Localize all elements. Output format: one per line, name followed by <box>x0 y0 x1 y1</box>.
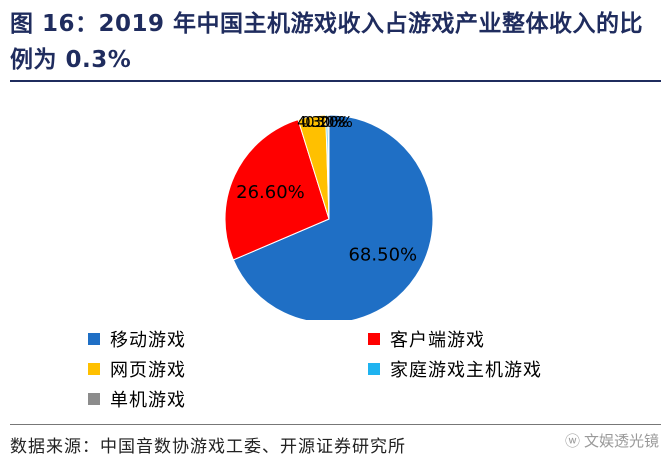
pie-data-label-0: 68.50% <box>348 245 417 266</box>
legend-label: 家庭游戏主机游戏 <box>390 360 542 381</box>
pie-chart: 68.50% 26.60% 4.30%0.30%0.20% <box>224 113 434 320</box>
watermark-text: 文娱透光镜 <box>583 432 659 450</box>
legend-swatch <box>368 363 380 375</box>
chart-legend: 移动游戏 客户端游戏网页游戏 家庭游戏主机游戏单机游戏 <box>88 326 648 416</box>
legend-label: 网页游戏 <box>110 360 186 381</box>
pie-data-label-1: 26.60% <box>236 182 305 203</box>
source-note: 数据来源：中国音数协游戏工委、开源证券研究所 <box>10 437 406 457</box>
legend-item-2: 网页游戏 <box>88 356 186 382</box>
title-divider <box>10 80 661 82</box>
wechat-icon: ⓦ <box>564 432 580 450</box>
pie-slice-0 <box>232 114 434 320</box>
legend-label: 客户端游戏 <box>390 330 485 351</box>
legend-swatch <box>88 333 100 345</box>
watermark: ⓦ 文娱透光镜 <box>565 430 659 451</box>
legend-swatch <box>88 393 100 405</box>
legend-label: 移动游戏 <box>110 330 186 351</box>
pie-data-label-3: 0.30% <box>301 113 349 131</box>
pie-slice-4 <box>327 114 330 220</box>
pie-slice-1 <box>224 119 330 261</box>
legend-swatch <box>368 333 380 345</box>
legend-item-1: 客户端游戏 <box>368 326 485 352</box>
legend-item-3: 家庭游戏主机游戏 <box>368 356 542 382</box>
figure-title: 图 16：2019 年中国主机游戏收入占游戏产业整体收入的比例为 0.3% <box>10 11 644 73</box>
legend-label: 单机游戏 <box>110 390 186 411</box>
legend-item-0: 移动游戏 <box>88 326 186 352</box>
source-divider <box>10 424 661 425</box>
legend-item-4: 单机游戏 <box>88 386 186 412</box>
pie-data-label-4: 0.20% <box>305 113 353 131</box>
pie-data-label-2: 4.30% <box>297 113 345 131</box>
legend-swatch <box>88 363 100 375</box>
